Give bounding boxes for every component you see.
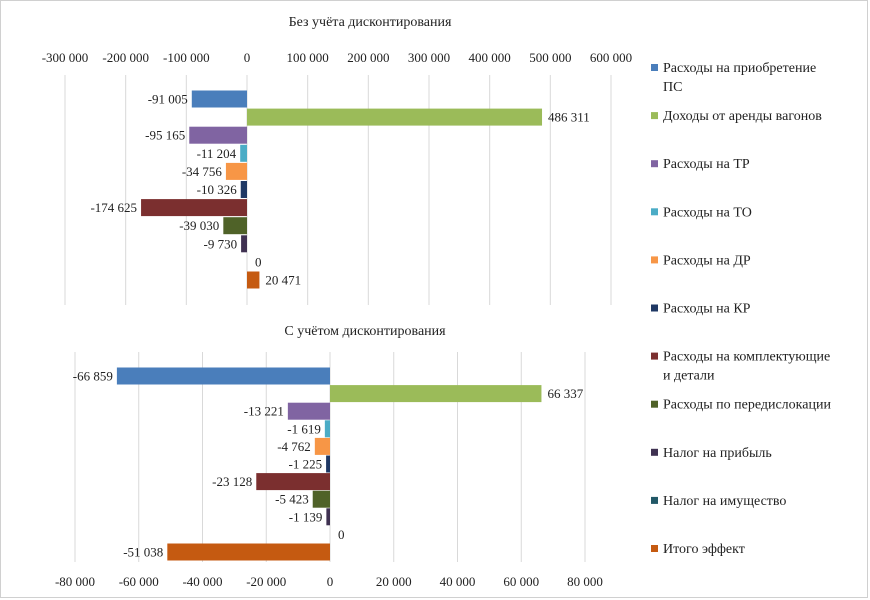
data-label: -34 756 (182, 164, 223, 179)
data-label: -1 619 (287, 421, 321, 436)
data-label: -11 204 (197, 146, 237, 161)
data-label: -13 221 (244, 404, 284, 419)
legend-label: Расходы на ДР (663, 253, 751, 268)
x-tick-label: 40 000 (440, 574, 476, 589)
data-label: 66 337 (547, 386, 583, 401)
bar (256, 473, 330, 491)
data-label: -39 030 (179, 218, 219, 233)
legend-label: Доходы от аренды вагонов (663, 109, 822, 124)
x-tick-label: -100 000 (163, 50, 210, 65)
x-tick-label: -40 000 (182, 574, 222, 589)
data-label: -91 005 (148, 92, 188, 107)
bar (189, 126, 247, 144)
bar (225, 162, 247, 180)
legend-label-line2: и детали (663, 369, 715, 384)
x-tick-label: 600 000 (590, 50, 632, 65)
legend-label: Расходы на КР (663, 302, 751, 317)
bar (116, 367, 331, 385)
bar (223, 217, 247, 235)
legend-label: Расходы на ТО (663, 205, 752, 220)
data-label: -4 762 (277, 439, 311, 454)
bar (314, 437, 330, 455)
bar (312, 490, 330, 508)
legend-swatch (651, 160, 658, 168)
x-tick-label: 80 000 (567, 574, 603, 589)
legend-swatch (651, 400, 658, 408)
bar (247, 271, 260, 289)
legend-label: Налог на прибыль (663, 446, 772, 461)
data-label: -95 165 (145, 128, 185, 143)
legend-label: Расходы по передислокации (663, 398, 831, 413)
bar (324, 420, 330, 438)
legend-label: Расходы на комплектующие (663, 350, 830, 365)
legend-label-line2: ПС (663, 80, 682, 95)
x-tick-label: 200 000 (347, 50, 389, 65)
legend-label: Итого эффект (663, 542, 745, 557)
data-label: 486 311 (548, 110, 590, 125)
data-label: -1 139 (289, 509, 323, 524)
x-tick-label: -60 000 (119, 574, 159, 589)
legend-swatch (651, 304, 658, 312)
legend-swatch (651, 448, 658, 456)
bar (240, 181, 247, 198)
data-label: -1 225 (289, 457, 323, 472)
x-tick-label: -200 000 (102, 50, 149, 65)
legend-label: Расходы на ТР (663, 157, 750, 172)
x-tick-label: -20 000 (246, 574, 286, 589)
legend-swatch (651, 496, 658, 504)
legend-swatch (651, 545, 658, 552)
legend-swatch (651, 64, 658, 71)
bar (247, 108, 543, 126)
data-label: -23 128 (212, 474, 252, 489)
bar (240, 144, 247, 162)
chart-bottom: С учётом дисконтирования -80 000 -60 000 -… (55, 324, 603, 589)
bar (330, 385, 542, 403)
data-label: -66 859 (73, 369, 113, 384)
chart-top-title: Без учёта дисконтирования (289, 15, 452, 30)
x-tick-label: 0 (244, 50, 251, 65)
legend: Расходы на приобретение ПС Доходы от аренд… (651, 61, 831, 557)
bar (287, 402, 330, 420)
legend-label: Расходы на приобретение (663, 61, 816, 76)
bar (326, 455, 330, 473)
data-label: -51 038 (123, 545, 163, 560)
bar (167, 543, 330, 561)
bar (141, 199, 247, 217)
legend-swatch (651, 112, 658, 120)
legend-swatch (651, 352, 658, 360)
chart-bottom-title: С учётом дисконтирования (284, 324, 446, 339)
x-tick-label: -80 000 (55, 574, 95, 589)
x-tick-label: -300 000 (42, 50, 89, 65)
data-label: -5 423 (275, 492, 309, 507)
x-tick-label: 400 000 (469, 50, 511, 65)
data-label: -10 326 (197, 182, 238, 197)
x-tick-label: 500 000 (529, 50, 571, 65)
x-tick-label: 0 (327, 574, 334, 589)
data-label: 0 (255, 254, 262, 269)
bar (326, 508, 330, 526)
legend-swatch (651, 208, 658, 216)
bar (191, 90, 247, 108)
x-tick-label: 20 000 (376, 574, 412, 589)
data-label: 0 (338, 527, 345, 542)
data-label: -174 625 (90, 200, 137, 215)
data-label: 20 471 (265, 273, 301, 288)
x-tick-label: 60 000 (503, 574, 539, 589)
chart-top: Без учёта дисконтирования -300 000 -200 0… (42, 15, 632, 305)
x-tick-label: 100 000 (287, 50, 329, 65)
bar (241, 235, 247, 253)
data-label: -9 730 (204, 236, 238, 251)
legend-label: Налог на имущество (663, 494, 786, 509)
legend-swatch (651, 256, 658, 264)
x-tick-label: 300 000 (408, 50, 450, 65)
